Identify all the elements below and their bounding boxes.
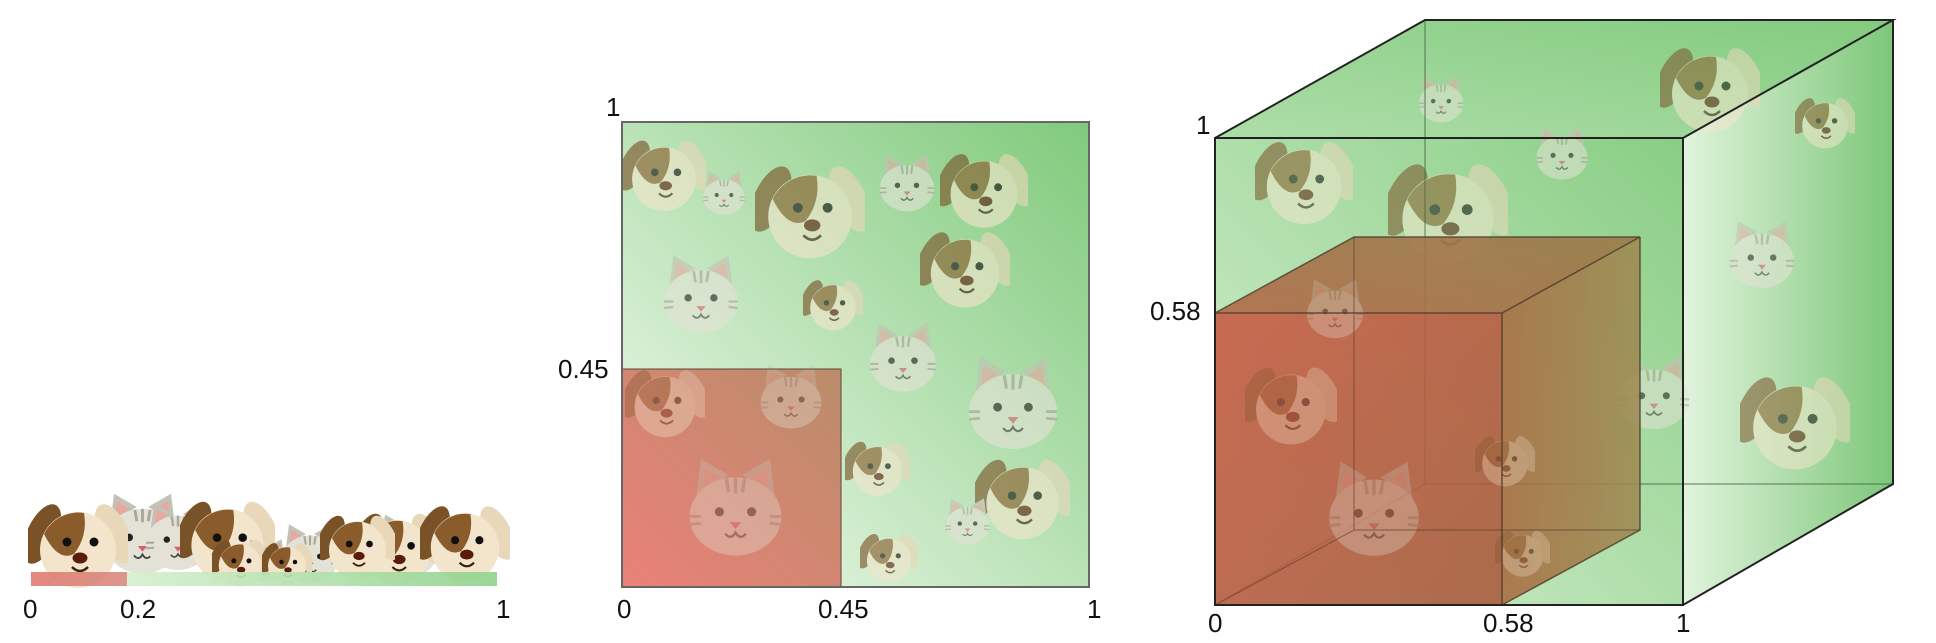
cube-y-label-one: 1 (1196, 110, 1211, 140)
square-x-label-zero: 0 (617, 594, 632, 624)
line-subset-bar (31, 572, 127, 586)
square-x-label-ratio: 0.45 (818, 594, 869, 624)
cube-outline (1214, 19, 1897, 606)
square-outline (621, 121, 1090, 588)
square-y-label-one: 1 (606, 92, 621, 122)
square-x-label-one: 1 (1087, 594, 1102, 624)
subset-cube-front-face (1215, 313, 1502, 605)
panel-cube-3d (1214, 19, 1897, 607)
cube-x-label-zero: 0 (1208, 608, 1223, 638)
line-label-one: 1 (496, 594, 511, 624)
panel-line-1d (28, 492, 510, 590)
cube-y-label-ratio: 0.58 (1150, 296, 1201, 326)
cube-x-label-ratio: 0.58 (1483, 608, 1534, 638)
line-label-ratio: 0.2 (120, 594, 157, 624)
square-y-label-ratio: 0.45 (558, 354, 609, 384)
square-subset-group (621, 363, 842, 588)
panel-square-2d (621, 121, 1090, 588)
cube-side-face (1683, 20, 1893, 605)
line-label-zero: 0 (23, 594, 38, 624)
line-full-bar (127, 572, 497, 586)
subset-cube-side-face (1502, 237, 1640, 605)
cube-subset-group (1214, 236, 1641, 607)
cube-x-label-one: 1 (1676, 608, 1691, 638)
